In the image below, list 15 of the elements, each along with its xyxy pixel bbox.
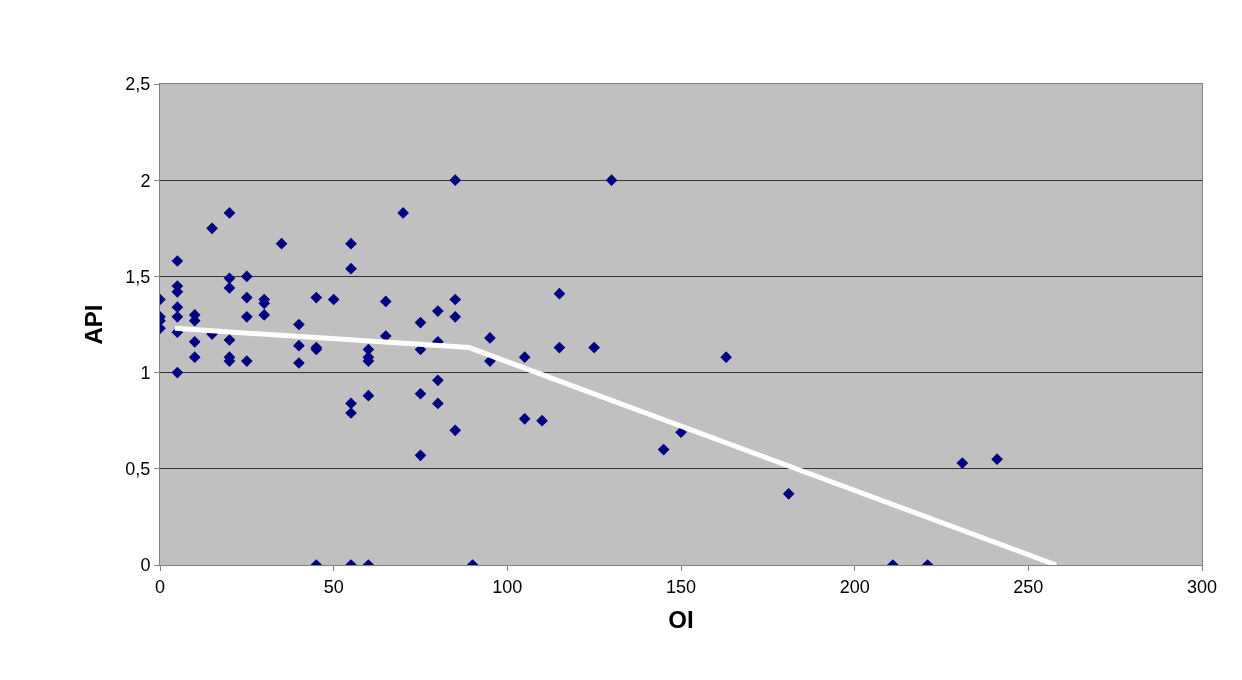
x-axis-title: OI <box>668 605 694 633</box>
y-axis-title: API <box>80 304 108 345</box>
x-tick-label: 100 <box>492 576 523 597</box>
y-tick-label: 0 <box>140 555 151 576</box>
y-tick-label: 0,5 <box>125 459 151 480</box>
y-tick-label: 1,5 <box>125 266 151 287</box>
y-tick-label: 2 <box>140 170 151 191</box>
x-tick-label: 200 <box>839 576 870 597</box>
x-tick-label: 0 <box>154 576 166 597</box>
y-tick-label: 1 <box>140 362 151 383</box>
x-tick-label: 50 <box>323 576 344 597</box>
y-tick-label: 2,5 <box>125 74 151 95</box>
x-tick-label: 300 <box>1186 576 1218 597</box>
x-tick-label: 150 <box>665 576 697 597</box>
x-tick-label: 250 <box>1013 576 1044 597</box>
